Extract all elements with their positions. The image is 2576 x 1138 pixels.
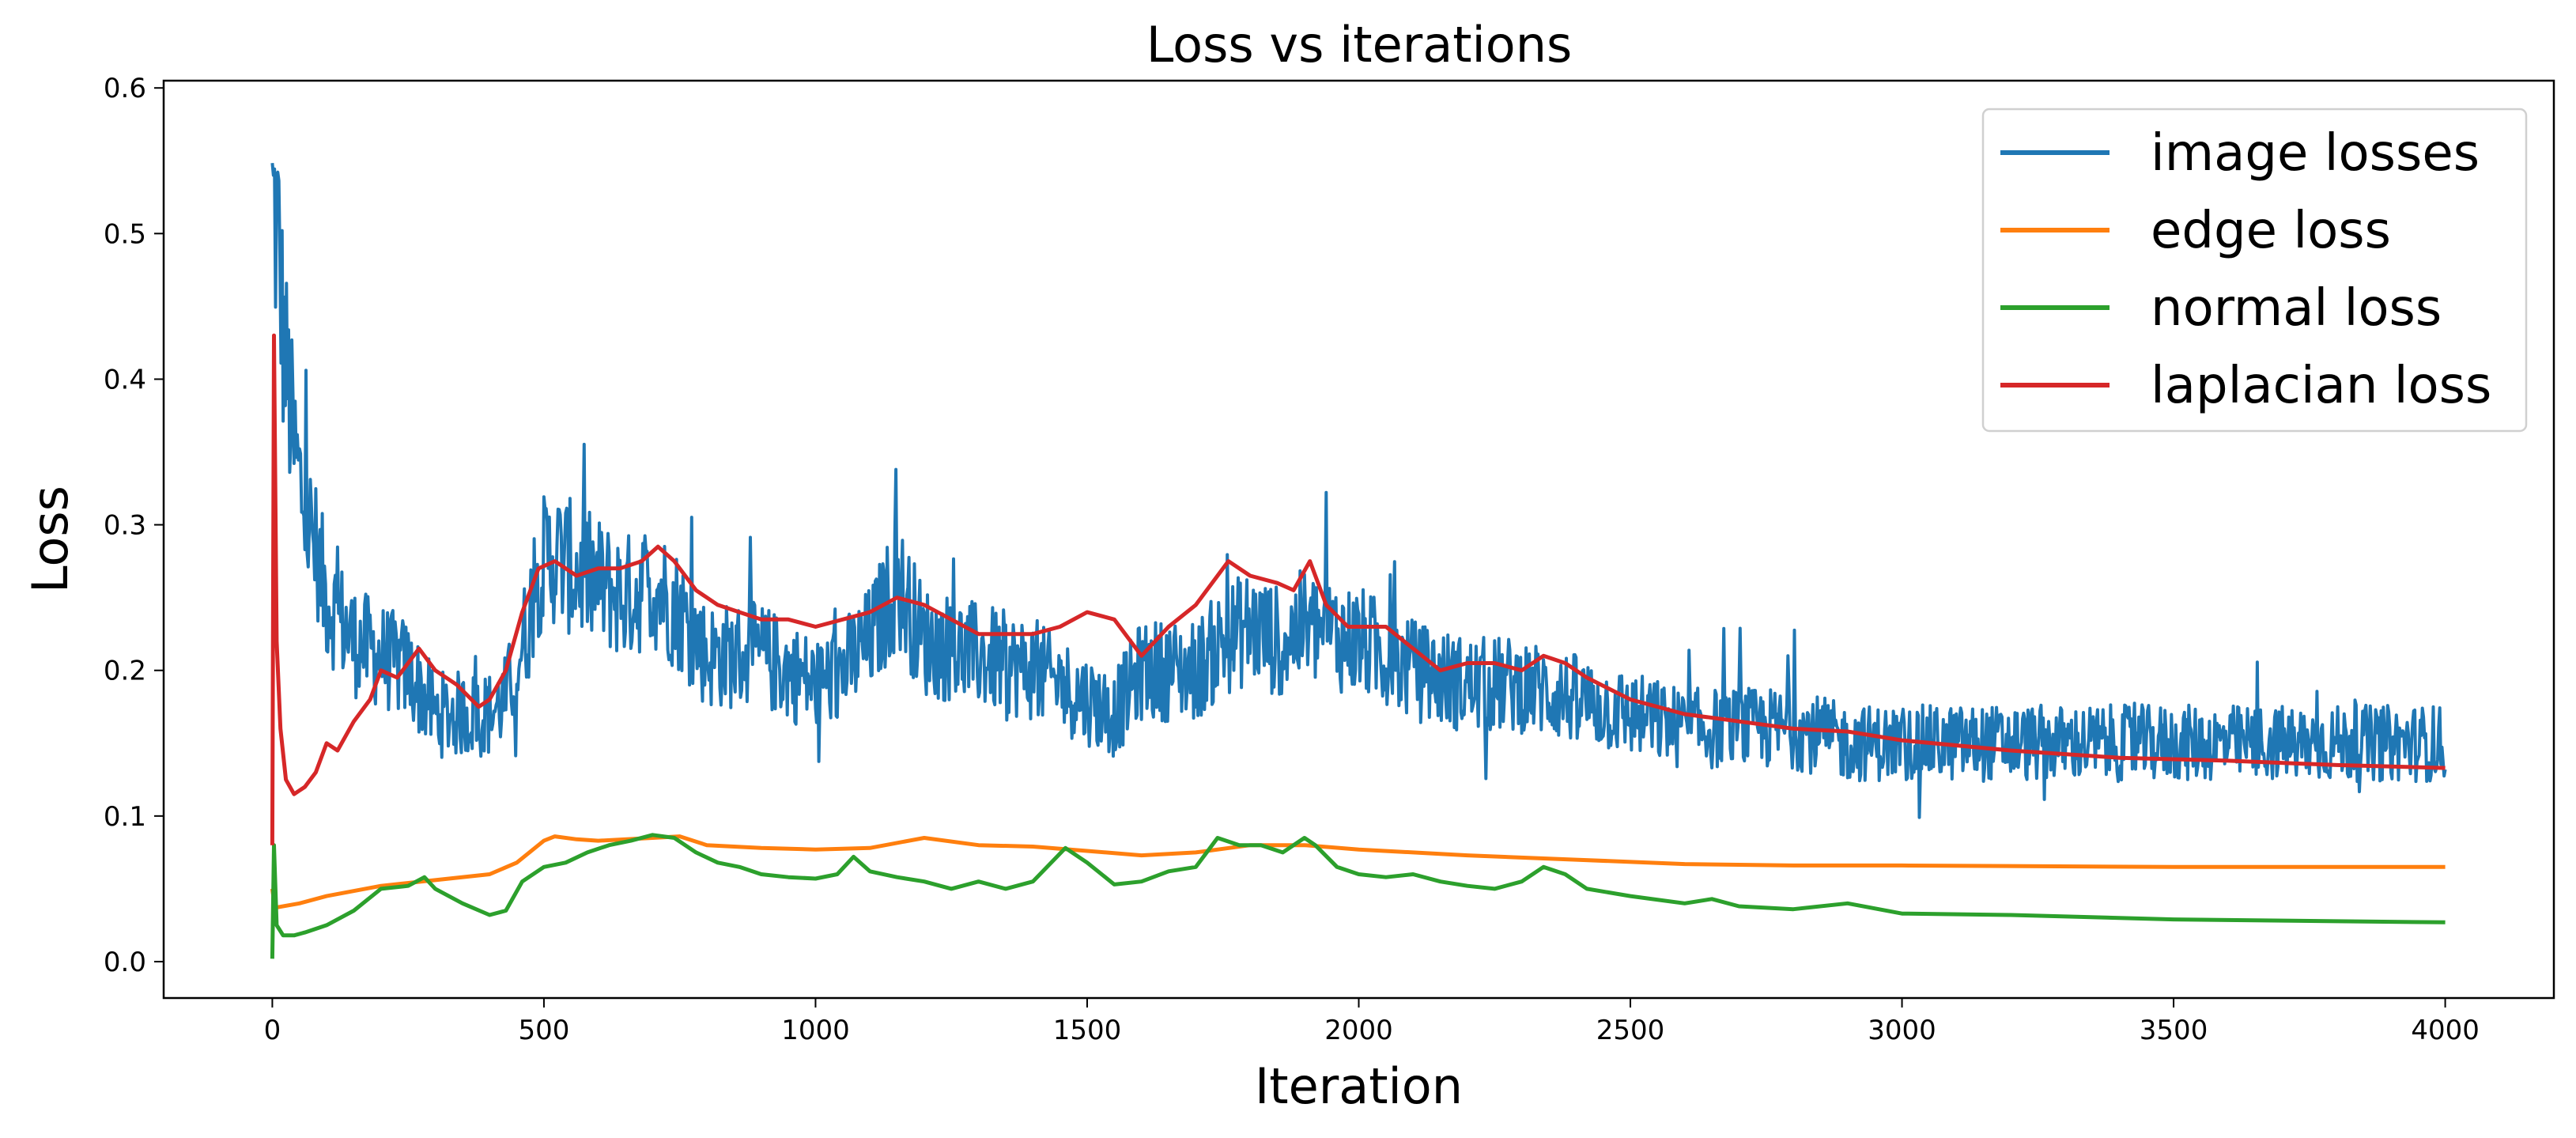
legend-box bbox=[1981, 108, 2528, 433]
legend-label: normal loss bbox=[2151, 279, 2442, 338]
x-tick-label: 1500 bbox=[1053, 1015, 1122, 1046]
x-tick-label: 2000 bbox=[1324, 1015, 1393, 1046]
series-line-edge-loss bbox=[270, 834, 2446, 910]
x-tick-label: 0 bbox=[264, 1015, 281, 1046]
chart-title: Loss vs iterations bbox=[1146, 16, 1573, 74]
legend: image losses edge loss normal loss laplacia… bbox=[1981, 108, 2528, 433]
x-tick-label: 3000 bbox=[1868, 1015, 1936, 1046]
x-tick-label: 3500 bbox=[2140, 1015, 2208, 1046]
y-axis: 0.0 0.1 0.2 0.3 0.4 0.5 0.6 bbox=[104, 73, 164, 978]
y-axis-label: Loss bbox=[21, 486, 79, 593]
x-tick-label: 500 bbox=[518, 1015, 569, 1046]
y-tick-label: 0.6 bbox=[104, 73, 146, 104]
y-tick-label: 0.0 bbox=[104, 947, 146, 978]
x-tick-label: 2500 bbox=[1596, 1015, 1665, 1046]
y-tick-label: 0.3 bbox=[104, 510, 146, 542]
series-line-image-losses bbox=[270, 163, 2447, 819]
y-tick-label: 0.4 bbox=[104, 364, 146, 395]
series-line-normal-loss bbox=[270, 833, 2446, 959]
series-line-laplacian-loss bbox=[270, 333, 2446, 845]
legend-label: laplacian loss bbox=[2151, 357, 2491, 415]
x-tick-label: 4000 bbox=[2411, 1015, 2480, 1046]
y-tick-label: 0.5 bbox=[104, 218, 146, 250]
x-axis-label: Iteration bbox=[1255, 1057, 1463, 1115]
x-axis: 0 500 1000 1500 2000 2500 3000 3500 4000 bbox=[264, 998, 2480, 1046]
legend-label: image losses bbox=[2151, 124, 2480, 183]
y-tick-label: 0.1 bbox=[104, 801, 146, 833]
x-tick-label: 1000 bbox=[781, 1015, 850, 1046]
legend-label: edge loss bbox=[2151, 202, 2391, 260]
y-tick-label: 0.2 bbox=[104, 656, 146, 687]
